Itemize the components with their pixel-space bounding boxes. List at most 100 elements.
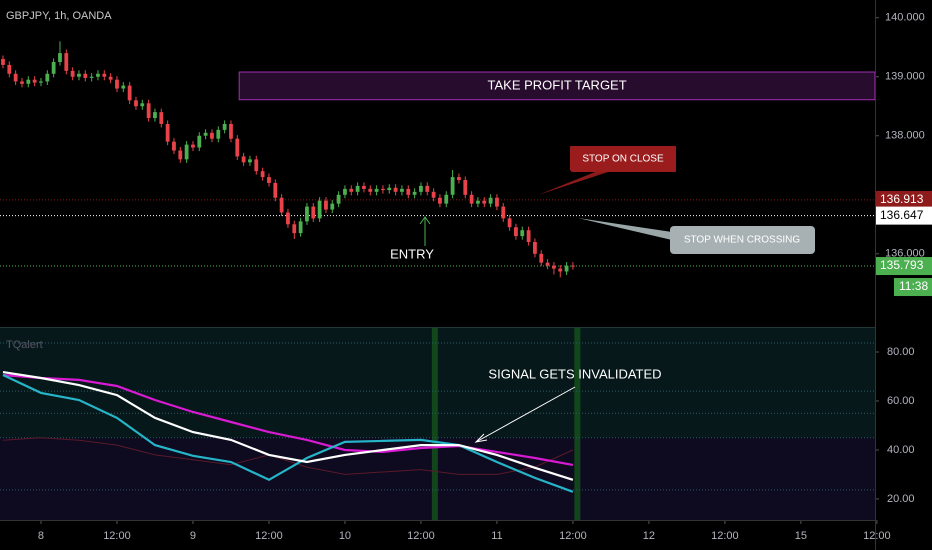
price-label: 136.647 — [880, 208, 924, 222]
candle-body — [172, 141, 176, 151]
price-label-box — [876, 257, 932, 276]
countdown-box — [894, 278, 932, 297]
candle-body — [495, 197, 499, 207]
candle-body — [39, 81, 43, 83]
candle-body — [1, 59, 5, 65]
candle-body — [254, 159, 259, 172]
candle-body — [286, 212, 290, 225]
x-tick-label: 10 — [339, 530, 351, 542]
candle-body — [349, 188, 354, 192]
candle-body — [552, 265, 556, 269]
time-axis — [0, 521, 876, 550]
candle-body — [393, 187, 398, 192]
candle-body — [127, 85, 132, 101]
candle-body — [368, 188, 373, 192]
annotation-arrow — [475, 386, 576, 443]
candle-body — [260, 171, 265, 178]
x-tick-label: 12:00 — [255, 530, 283, 542]
y-tick-label: 136.000 — [885, 248, 925, 260]
symbol-title: GBPJPY, 1h, OANDA — [6, 10, 112, 22]
candle-body — [463, 180, 468, 195]
candle-body — [324, 200, 328, 210]
candle-body — [412, 191, 417, 195]
candle-body — [13, 73, 18, 82]
countdown: 11:38 — [899, 279, 928, 293]
candle-body — [419, 185, 423, 192]
annotation: STOP WHEN CROSSING — [684, 235, 801, 246]
signal-highlight — [431, 328, 438, 520]
price-label: 136.913 — [880, 192, 924, 206]
candle-body — [533, 242, 537, 254]
candle-body — [222, 123, 227, 130]
candle-body — [457, 177, 461, 181]
indicator-title: TQalert — [6, 339, 43, 351]
candle-body — [248, 159, 252, 163]
candle-body — [146, 103, 151, 119]
candle-body — [7, 64, 12, 74]
candle-body — [355, 185, 360, 192]
price-label-box — [876, 206, 932, 225]
candle-body — [134, 100, 138, 107]
y-tick-label: 60.00 — [887, 395, 915, 407]
candle-body — [545, 262, 550, 266]
candle-body — [121, 85, 126, 89]
candle-body — [26, 79, 31, 84]
signal-highlight — [574, 328, 581, 520]
candle-body — [102, 73, 107, 77]
candle-body — [203, 132, 208, 136]
candle-body — [305, 206, 309, 222]
candle-body — [374, 188, 379, 192]
candle-body — [115, 79, 119, 89]
candle-body — [298, 221, 303, 234]
candle-body — [520, 230, 525, 237]
candle-body — [311, 206, 316, 219]
callout-box — [670, 226, 815, 254]
candle-body — [469, 194, 474, 204]
candle-body — [216, 129, 221, 139]
candle-body — [362, 185, 366, 189]
candle-body — [564, 265, 569, 272]
take-profit-zone — [238, 71, 876, 101]
candle-body — [425, 185, 430, 192]
candle-body — [229, 123, 233, 139]
zone-label: TAKE PROFIT TARGET — [488, 77, 627, 92]
candle-body — [431, 191, 436, 198]
x-tick-label: 15 — [795, 530, 807, 542]
candle-body — [267, 177, 271, 183]
candle-body — [273, 182, 278, 198]
price-label-box — [876, 190, 932, 209]
entry-arrow — [419, 216, 431, 225]
candle-body — [279, 197, 284, 213]
callout-box — [570, 146, 676, 172]
annotation: SIGNAL GETS INVALIDATED — [488, 366, 661, 381]
candle-body — [184, 144, 189, 160]
candle-body — [108, 76, 113, 80]
candle-body — [507, 218, 512, 228]
y-tick-label: 80.00 — [887, 346, 915, 358]
candle-body — [70, 70, 75, 77]
annotation-arrow — [474, 433, 488, 443]
candle-body — [51, 61, 56, 74]
x-tick-label: 12:00 — [103, 530, 131, 542]
candle-body — [96, 73, 100, 77]
candle-body — [317, 200, 322, 219]
candle-body — [45, 73, 50, 82]
candle-body — [336, 194, 341, 204]
candle-body — [539, 253, 544, 263]
candle-body — [526, 230, 531, 243]
candle-body — [450, 177, 455, 195]
x-tick-label: 12:00 — [863, 530, 891, 542]
candle-body — [89, 76, 94, 78]
candle-body — [381, 188, 385, 191]
price-label: 135.793 — [880, 258, 924, 272]
y-tick-label: 139.000 — [885, 71, 925, 83]
x-tick-label: 12:00 — [407, 530, 435, 542]
x-tick-label: 9 — [190, 530, 196, 542]
candle-body — [438, 197, 442, 204]
x-tick-label: 12:00 — [559, 530, 587, 542]
candle-body — [241, 156, 246, 163]
candle-body — [153, 112, 157, 119]
x-tick-label: 12:00 — [711, 530, 739, 542]
candle-body — [64, 53, 69, 71]
